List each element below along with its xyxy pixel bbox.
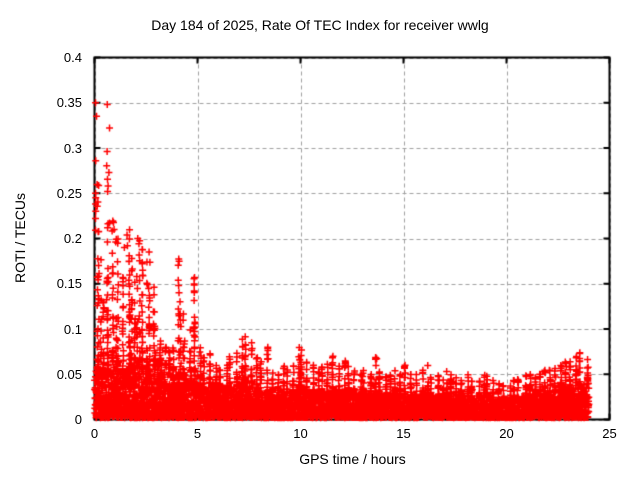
x-axis-label: GPS time / hours <box>299 451 406 467</box>
y-tick-label: 0 <box>74 412 82 427</box>
y-tick-label: 0.35 <box>56 95 82 111</box>
x-tick-label: 15 <box>396 426 411 441</box>
y-tick-label: 0.4 <box>63 50 82 65</box>
y-tick-label: 0.3 <box>63 140 82 156</box>
y-tick-label: 0.25 <box>56 185 82 201</box>
x-tick-label: 20 <box>499 426 514 441</box>
y-tick-label: 0.1 <box>63 321 82 337</box>
y-tick-label: 0.15 <box>56 276 82 292</box>
x-tick-label: 25 <box>602 426 617 441</box>
y-tick-label: 0.2 <box>63 231 82 246</box>
x-tick-label: 5 <box>193 426 202 441</box>
x-tick-label: 0 <box>90 426 99 441</box>
x-tick-label: 10 <box>293 426 308 441</box>
chart-title: Day 184 of 2025, Rate Of TEC Index for r… <box>151 17 489 33</box>
y-tick-label: 0.05 <box>56 366 82 382</box>
